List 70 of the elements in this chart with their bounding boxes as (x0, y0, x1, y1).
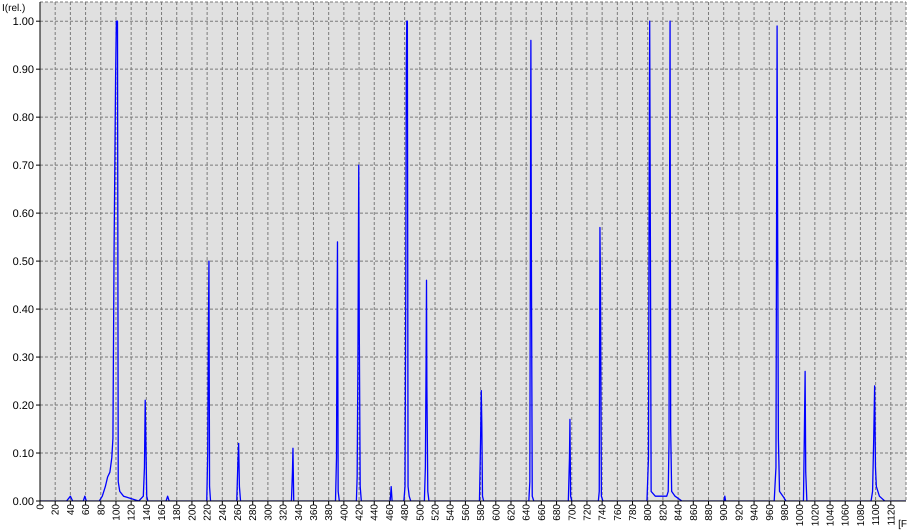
x-tick-label: 180 (172, 504, 184, 521)
x-tick-label: 840 (674, 504, 685, 521)
x-tick-label: 140 (142, 504, 153, 521)
x-tick-label: 580 (476, 504, 488, 521)
x-tick-label: 100 (111, 504, 122, 521)
x-tick-label: 220 (202, 504, 214, 521)
x-tick-label: 400 (339, 504, 350, 521)
y-tick-label: 0.80 (12, 112, 34, 124)
x-tick-label: 1040 (826, 504, 837, 526)
x-tick-label: 1080 (856, 504, 867, 526)
y-axis-title: I(rel.) (2, 3, 26, 14)
x-tick-label: 680 (552, 504, 564, 521)
x-tick-label: 60 (81, 504, 92, 516)
x-tick-label: 820 (658, 504, 670, 521)
x-tick-label: 780 (628, 504, 640, 521)
x-tick-label: 340 (294, 504, 305, 521)
x-tick-label: 620 (506, 504, 518, 521)
x-tick-label: 0 (36, 504, 46, 510)
x-tick-label: 900 (719, 504, 730, 521)
y-tick-label: 0.20 (12, 400, 34, 412)
x-tick-label: 800 (643, 504, 654, 521)
x-tick-label: 380 (324, 504, 336, 521)
x-tick-label: 720 (582, 504, 594, 521)
x-tick-label: 460 (384, 504, 396, 521)
x-tick-label: 860 (688, 504, 700, 521)
x-tick-label: 940 (750, 504, 761, 521)
x-tick-label: 500 (415, 504, 426, 521)
x-tick-label: 440 (370, 504, 381, 521)
y-tick-label: 0.30 (12, 352, 34, 364)
x-tick-label: 740 (598, 504, 609, 521)
x-tick-label: 520 (430, 504, 442, 521)
x-tick-label: 320 (278, 504, 290, 521)
x-tick-label: 980 (780, 504, 791, 521)
x-tick-label: 960 (764, 504, 776, 521)
x-tick-label: 920 (734, 504, 746, 521)
x-tick-label: 880 (704, 504, 715, 521)
x-tick-label: 640 (522, 504, 533, 521)
x-tick-label: 700 (567, 504, 578, 521)
x-tick-label: 600 (491, 504, 502, 521)
x-tick-label: 80 (96, 504, 108, 516)
x-tick-label: 560 (460, 504, 472, 521)
y-tick-label: 0.10 (12, 448, 34, 460)
x-tick-label: 280 (248, 504, 260, 521)
x-tick-label: 160 (157, 504, 168, 521)
x-tick-label: 420 (354, 504, 366, 521)
y-tick-label: 1.00 (12, 16, 34, 28)
x-tick-label: 1100 (871, 504, 882, 526)
x-tick-label: 660 (536, 504, 548, 521)
y-tick-label: 0.00 (12, 496, 34, 508)
x-tick-label: 200 (187, 504, 198, 521)
x-tick-label: 540 (446, 504, 457, 521)
x-tick-label: 260 (233, 504, 244, 521)
x-tick-label: 1060 (840, 504, 852, 526)
x-tick-label: 360 (308, 504, 320, 521)
x-tick-label: 40 (66, 504, 77, 516)
y-tick-label: 0.90 (12, 64, 34, 76)
y-tick-label: 0.60 (12, 208, 34, 220)
y-tick-label: 0.50 (12, 256, 34, 268)
x-tick-label: 1020 (810, 504, 822, 526)
x-tick-label: 760 (612, 504, 624, 521)
y-tick-label: 0.40 (12, 304, 34, 316)
x-tick-label: 1120 (886, 504, 898, 526)
x-tick-label: 480 (400, 504, 412, 521)
x-tick-label: 1000 (795, 504, 806, 526)
x-tick-label: 300 (263, 504, 274, 521)
x-axis-title: [F (898, 519, 907, 530)
y-tick-label: 0.70 (12, 160, 34, 172)
x-tick-label: 120 (126, 504, 138, 521)
x-tick-label: 20 (50, 504, 62, 516)
x-tick-label: 240 (218, 504, 229, 521)
